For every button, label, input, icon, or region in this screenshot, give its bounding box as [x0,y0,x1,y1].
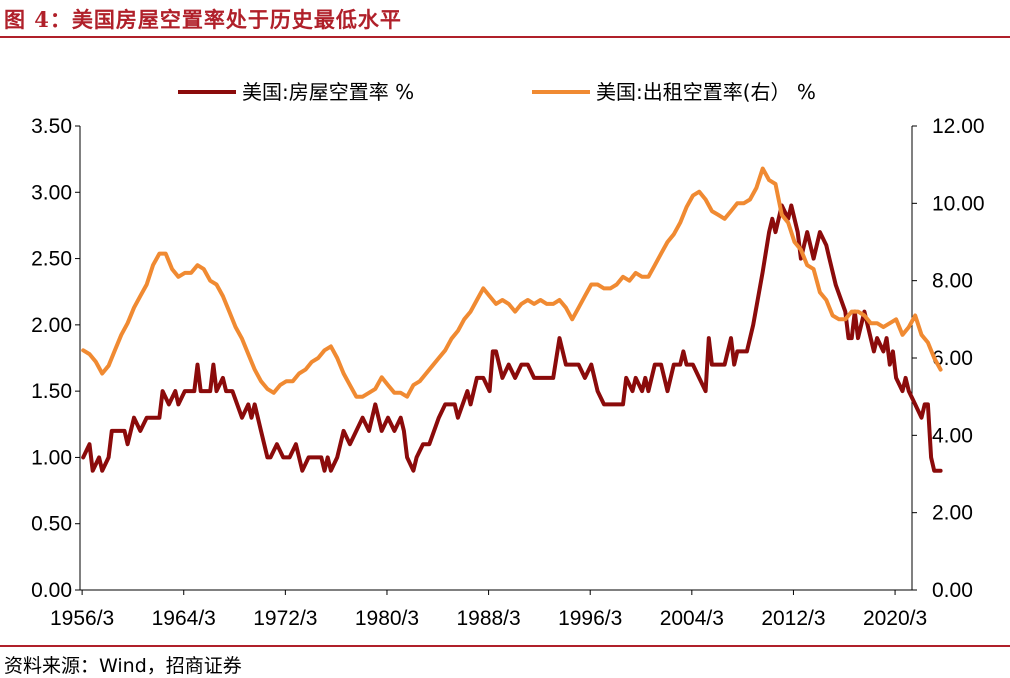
x-tick-label: 1964/3 [152,607,216,630]
left-tick-label: 3.00 [31,181,72,204]
figure-title: 图 4：美国房屋空置率处于历史最低水平 [4,7,402,32]
left-tick-label: 0.50 [31,513,72,536]
legend-label-2: 美国:出租空置率(右） % [596,80,816,104]
top-rule [0,36,1010,38]
x-tick-label: 2004/3 [660,607,724,630]
series-line-2 [81,166,943,399]
left-tick-label: 1.00 [31,446,72,469]
right-tick-label: 0.00 [932,579,973,602]
left-tick-label: 3.50 [31,115,72,138]
source-note: 资料来源：Wind，招商证券 [4,655,242,677]
right-tick-label: 12.00 [932,115,985,138]
left-tick-label: 2.00 [31,314,72,337]
line-chart: 0.00 0.50 1.00 1.50 2.00 2.50 3.00 3.50 0.00 2.00… [31,80,984,630]
series-layer [81,166,943,473]
x-tick-label: 2012/3 [761,607,825,630]
left-tick-label: 2.50 [31,248,72,271]
x-tick-label: 1972/3 [253,607,317,630]
right-tick-label: 10.00 [932,192,985,215]
right-tick-label: 6.00 [932,347,973,370]
x-tick-label: 1988/3 [456,607,520,630]
series-line-1 [81,203,943,473]
x-tick-label: 1996/3 [558,607,622,630]
x-tick-label: 1956/3 [50,607,114,630]
x-tick-label: 2020/3 [863,607,927,630]
left-tick-label: 1.50 [31,380,72,403]
right-tick-label: 8.00 [932,270,973,293]
legend-label-1: 美国:房屋空置率 % [242,80,414,104]
bottom-rule [0,645,1010,647]
right-tick-label: 2.00 [932,502,973,525]
chart-legend: 美国:房屋空置率 % 美国:出租空置率(右） % [178,80,816,104]
right-tick-label: 4.00 [932,424,973,447]
x-tick-label: 1980/3 [355,607,419,630]
chart-axes: 0.00 0.50 1.00 1.50 2.00 2.50 3.00 3.50 0.00 2.00… [31,115,984,630]
left-tick-label: 0.00 [31,579,72,602]
